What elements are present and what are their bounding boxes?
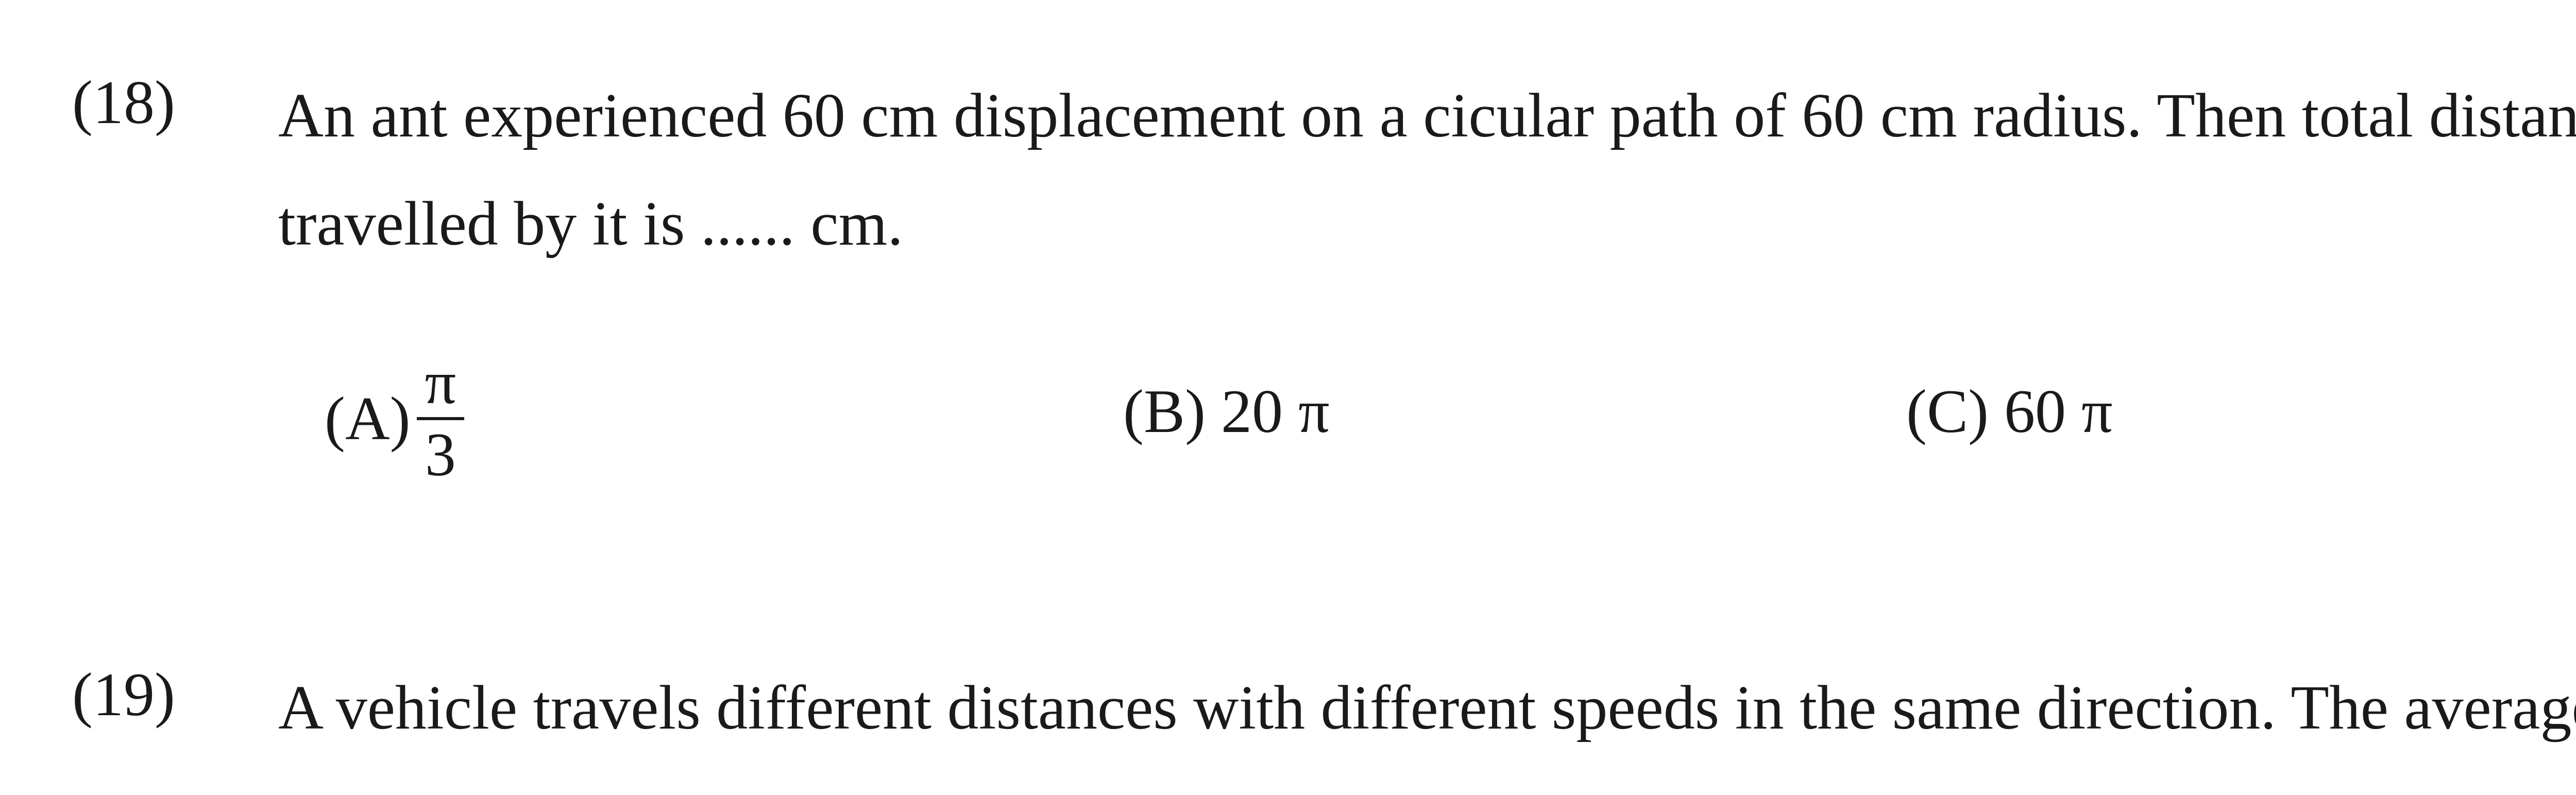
option-a-numerator: π [417,350,465,420]
option-b: (B) 20 π [1123,376,1330,447]
question-number-19: (19) [72,659,175,730]
question-number-18: (18) [72,67,175,138]
option-a-fraction: π 3 [417,350,465,487]
option-a-label: (A) [325,383,411,454]
question-19-line-1: A vehicle travels different distances wi… [278,659,2576,756]
option-a: (A) π 3 [325,350,464,487]
question-18-line-2: travelled by it is ...... cm. [278,175,903,272]
document-page: (18) An ant experienced 60 cm displaceme… [0,0,2576,795]
option-a-denominator: 3 [417,420,464,487]
question-18-line-1: An ant experienced 60 cm displacement on… [278,67,2576,164]
option-c: (C) 60 π [1906,376,2113,447]
